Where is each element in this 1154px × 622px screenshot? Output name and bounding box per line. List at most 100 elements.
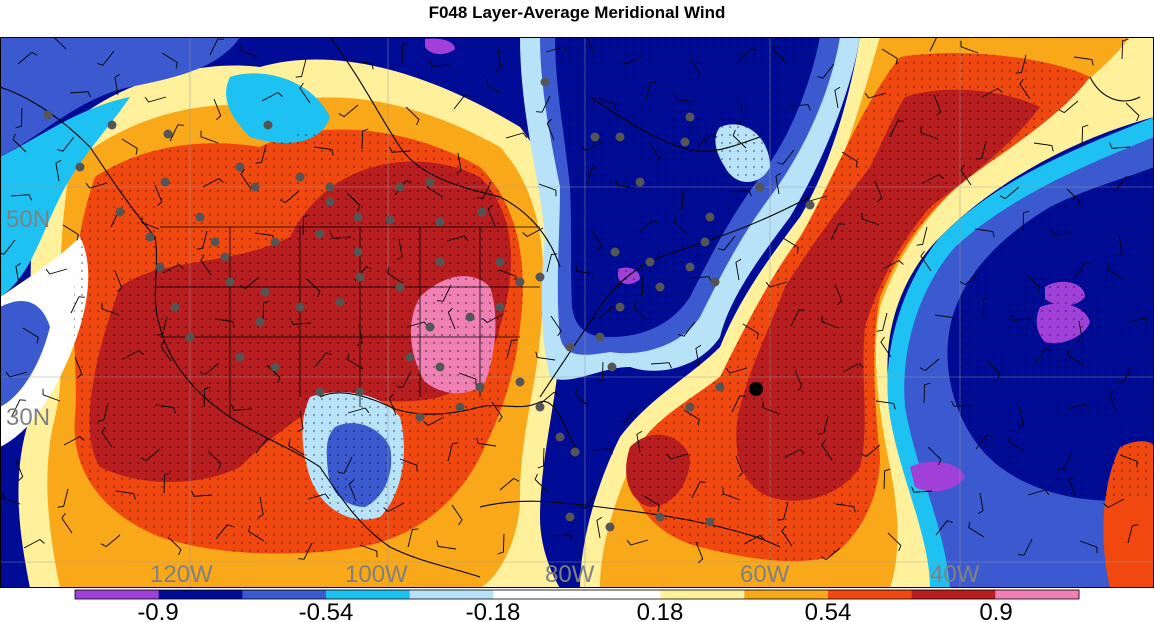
wind-barb — [52, 37, 67, 50]
wind-barb — [306, 278, 321, 298]
wind-barb — [1121, 38, 1129, 60]
wind-barb — [396, 238, 403, 261]
wind-barb — [1050, 228, 1072, 235]
station-marker — [315, 387, 325, 397]
wind-barb — [22, 327, 39, 344]
wind-barb — [359, 544, 378, 558]
wind-barb — [169, 124, 184, 142]
wind-barb — [121, 138, 138, 155]
wind-barb — [69, 91, 91, 98]
wind-barb — [982, 296, 990, 318]
wind-barb — [934, 314, 955, 324]
wind-barb — [356, 324, 363, 347]
wind-barb — [214, 318, 235, 328]
wind-barb — [1126, 317, 1149, 324]
wind-barb — [575, 265, 596, 275]
colorbar-swatch — [995, 590, 1080, 599]
wind-barb — [203, 386, 211, 408]
wind-barb — [929, 37, 938, 52]
wind-barb — [191, 490, 213, 497]
wind-barb — [977, 492, 984, 515]
station-marker — [705, 212, 715, 222]
wind-barb — [202, 177, 224, 188]
wind-barb — [401, 42, 409, 64]
wind-barb — [1015, 54, 1027, 74]
wind-barb — [1066, 188, 1081, 208]
wind-barb — [1074, 262, 1092, 278]
station-marker — [225, 277, 235, 287]
station-marker — [185, 332, 195, 342]
wind-barb — [650, 362, 672, 369]
wind-barb — [1125, 102, 1140, 122]
wind-barb — [689, 57, 701, 79]
wind-barb — [574, 387, 589, 407]
station-marker — [160, 177, 170, 187]
station-marker — [435, 217, 445, 227]
lat-label-50n: 50N — [6, 206, 50, 233]
wind-barb — [161, 52, 178, 69]
wind-barb — [590, 229, 602, 251]
wind-barb — [1107, 263, 1124, 280]
wind-barb — [15, 459, 24, 482]
wind-barb — [482, 313, 504, 324]
station-marker — [115, 207, 125, 217]
colorbar-swatch — [744, 590, 829, 599]
lon-label-120w: 120W — [150, 561, 213, 588]
station-marker — [295, 172, 305, 182]
wind-barb — [737, 47, 758, 61]
station-marker — [655, 282, 665, 292]
wind-barb — [298, 542, 313, 560]
station-marker — [395, 182, 405, 192]
station-marker — [710, 277, 720, 287]
wind-barb — [534, 473, 549, 493]
station-marker — [555, 432, 565, 442]
wind-barb — [643, 495, 660, 512]
station-marker — [435, 257, 445, 267]
station-marker — [395, 282, 405, 292]
wind-barb — [487, 204, 496, 227]
station-marker — [615, 132, 625, 142]
wind-barb — [636, 430, 643, 453]
stipple-atlantic — [630, 53, 1090, 562]
colorbar-tick-4: 0.18 — [637, 599, 684, 622]
wind-barb — [535, 351, 556, 361]
wind-barb — [919, 358, 940, 372]
wind-barb — [876, 312, 888, 332]
wind-barb — [1108, 389, 1117, 412]
wind-barb — [916, 226, 928, 246]
wind-barb — [200, 130, 219, 144]
wind-barb — [1058, 452, 1073, 470]
wind-barb — [790, 309, 805, 327]
wind-barb — [674, 93, 695, 103]
station-marker — [477, 207, 487, 217]
wind-barb — [772, 43, 787, 63]
wind-barb — [451, 504, 463, 526]
field-midatl-extreme-south-3 — [910, 461, 965, 492]
wind-barb — [645, 81, 657, 101]
wind-barb — [974, 228, 995, 238]
wind-barb — [313, 146, 334, 156]
wind-barb — [261, 91, 283, 102]
wind-barb — [960, 40, 979, 54]
wind-barb — [735, 258, 742, 281]
station-marker — [315, 229, 325, 239]
station-marker — [535, 402, 545, 412]
wind-barb — [62, 224, 79, 241]
colorbar-swatch — [409, 590, 494, 599]
station-marker — [415, 412, 425, 422]
station-marker — [145, 232, 155, 242]
wind-barb — [101, 426, 113, 448]
wind-barb — [550, 315, 562, 337]
wind-barb — [864, 92, 887, 99]
station-marker — [163, 129, 173, 139]
station-marker — [155, 262, 165, 272]
station-marker — [335, 297, 345, 307]
graticule — [0, 37, 1154, 588]
wind-barb — [999, 186, 1020, 200]
station-marker — [255, 317, 265, 327]
colorbar-tick-2: -0.54 — [299, 599, 354, 622]
station-marker — [680, 137, 690, 147]
wind-barb — [262, 300, 270, 322]
station-marker — [610, 247, 620, 257]
wind-barb — [536, 95, 551, 113]
